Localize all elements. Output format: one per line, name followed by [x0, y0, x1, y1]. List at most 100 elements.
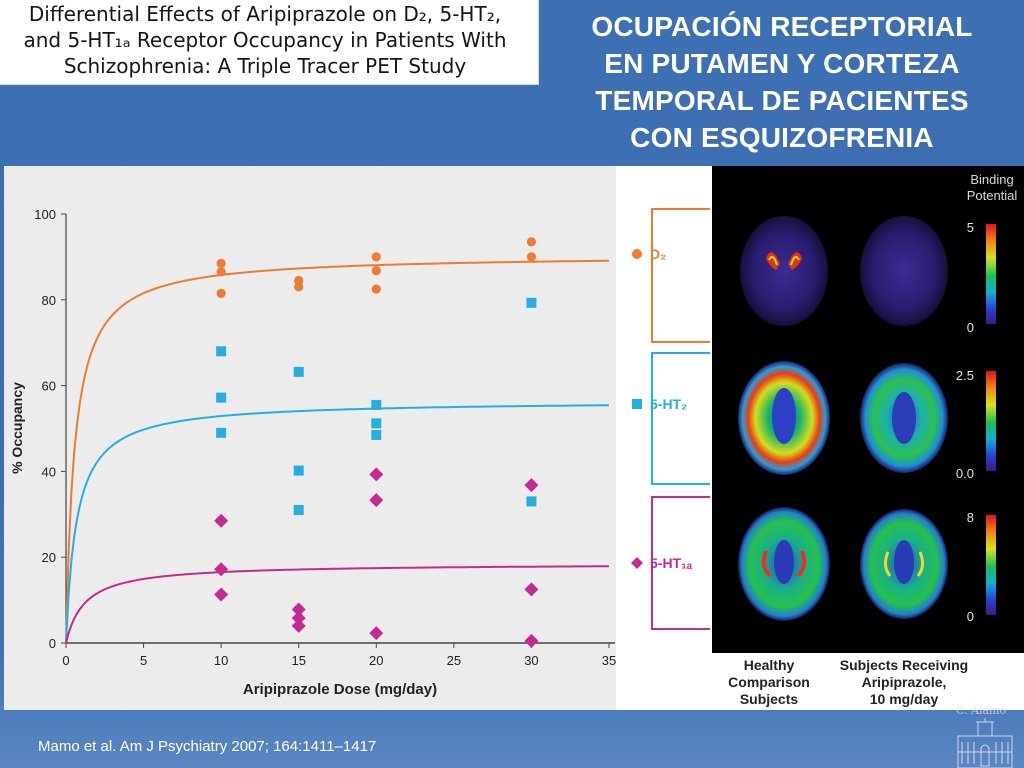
y-tick-label: 0	[49, 636, 56, 651]
legend-marker-5ht1a	[631, 557, 643, 569]
caption-healthy-line-2: Comparison	[728, 674, 810, 690]
plot-axes	[65, 214, 615, 644]
colorbar-d2-min: 0	[967, 320, 974, 335]
colorbar-5ht1a-min: 0	[967, 609, 974, 624]
watermark: C. Álamo	[956, 704, 1007, 717]
striatum-left-hotspot	[766, 252, 780, 270]
paper-title-line-3: Schizophrenia: A Triple Tracer PET Study	[63, 54, 467, 78]
pet-scan-treated-5ht2-center	[892, 392, 916, 444]
hippocampus-right-hotspot	[796, 550, 807, 578]
binding-potential-header-2: Potential	[967, 188, 1018, 203]
bracket-d2	[651, 208, 710, 343]
data-point-5ht2	[293, 465, 304, 476]
colorbar-5ht1a-max: 8	[967, 510, 974, 525]
data-point-5ht2	[371, 418, 382, 429]
binding-potential-header-1: Binding	[970, 172, 1013, 187]
colorbar-5ht2-min: 0.0	[956, 466, 974, 481]
data-point-5ht2	[216, 392, 227, 403]
data-point-5ht2	[216, 346, 227, 357]
bracket-5ht2	[651, 352, 710, 485]
data-point-5ht2	[526, 297, 537, 308]
colorbar-5ht2	[986, 371, 996, 471]
colorbar-5ht1a	[986, 515, 996, 615]
legend-brackets	[651, 208, 710, 630]
pet-scan-treated-5ht1a-center	[894, 540, 914, 584]
y-tick-label: 40	[42, 464, 56, 479]
caption-treated-line-2: Aripiprazole,	[862, 674, 947, 690]
caption-treated-line-3: 10 mg/day	[870, 691, 939, 707]
slide-title-line-1: OCUPACIÓN RECEPTORIAL	[591, 11, 973, 42]
slide-title-line-2: EN PUTAMEN Y CORTEZA	[604, 48, 960, 79]
slide-title-line-4: CON ESQUIZOFRENIA	[630, 122, 934, 153]
fit-curve-d2	[65, 259, 609, 644]
striatum-right-hotspot	[788, 252, 802, 270]
pet-image-panel: Binding Potential 5 0 2.5	[712, 166, 1024, 707]
data-point-5ht2	[371, 429, 382, 440]
treated-left-highlight	[883, 551, 892, 577]
legend-label-5ht1a: 5-HT₁ₐ	[650, 555, 693, 571]
y-tick-label: 20	[42, 550, 56, 565]
x-ticks: 0 5 10 15 20 25 30 35	[62, 643, 616, 668]
y-ticks: 0 20 40 60 80 100	[34, 207, 66, 651]
fit-curve-5ht1a	[65, 565, 609, 644]
data-point-5ht1a	[214, 513, 229, 528]
data-point-d2	[216, 288, 226, 298]
x-tick-label: 20	[369, 653, 383, 668]
paper-title: Differential Effects of Aripiprazole on …	[0, 0, 539, 85]
data-point-d2	[526, 252, 537, 262]
legend: D₂ 5-HT₂ 5-HT₁ₐ	[631, 246, 693, 571]
data-point-d2	[371, 284, 381, 294]
data-point-5ht1a	[524, 478, 539, 493]
slide-title: OCUPACIÓN RECEPTORIAL EN PUTAMEN Y CORTE…	[540, 8, 1024, 156]
data-markers	[214, 237, 539, 648]
x-tick-label: 10	[214, 653, 228, 668]
y-axis-label: % Occupancy	[9, 382, 25, 474]
x-tick-label: 0	[62, 653, 69, 668]
caption-treated-line-1: Subjects Receiving	[840, 657, 968, 673]
data-point-5ht1a	[369, 467, 384, 482]
data-point-5ht1a	[291, 611, 306, 626]
legend-marker-d2	[632, 249, 642, 259]
pet-scan-healthy-5ht2-center	[772, 388, 796, 444]
university-building-icon	[957, 718, 1013, 768]
pet-row-5ht2: 2.5 0.0	[738, 361, 996, 481]
colorbar-d2-max: 5	[967, 220, 974, 235]
slide-title-line-3: TEMPORAL DE PACIENTES	[595, 85, 969, 116]
pet-scan-healthy-d2	[740, 216, 828, 326]
data-point-5ht2	[216, 427, 227, 438]
data-point-5ht1a	[214, 587, 229, 602]
legend-label-d2: D₂	[650, 246, 666, 262]
y-tick-label: 60	[42, 379, 56, 394]
data-point-5ht1a	[524, 582, 539, 597]
x-tick-label: 30	[524, 653, 538, 668]
legend-label-5ht2: 5-HT₂	[650, 396, 687, 412]
data-point-d2	[294, 282, 304, 292]
data-point-d2	[526, 237, 537, 247]
fit-curves	[65, 259, 610, 644]
citation: Mamo et al. Am J Psychiatry 2007; 164:14…	[38, 738, 377, 755]
pet-scan-treated-d2	[860, 216, 948, 326]
data-point-5ht1a	[369, 626, 384, 641]
data-point-5ht2	[526, 496, 537, 507]
pet-row-d2: 5 0	[740, 216, 996, 335]
plot-area	[4, 166, 616, 710]
caption-healthy-line-3: Subjects	[740, 691, 799, 707]
figure-panel: 0 20 40 60 80 100 0 5 10 15 20 25 30 35 % Occupancy …	[4, 166, 1024, 710]
striatum-right-rim	[790, 255, 800, 266]
data-point-d2	[216, 258, 226, 268]
x-tick-label: 35	[602, 653, 616, 668]
bracket-5ht1a	[651, 496, 710, 630]
x-axis-label: Aripiprazole Dose (mg/day)	[243, 681, 437, 698]
caption-healthy-line-1: Healthy	[744, 657, 795, 673]
data-point-d2	[371, 266, 381, 276]
colorbar-d2	[986, 224, 996, 324]
data-point-d2	[216, 267, 226, 277]
paper-title-line-2: and 5-HT₁ₐ Receptor Occupancy in Patient…	[23, 28, 507, 52]
pet-row-5ht1a: 8 0	[738, 507, 996, 624]
fit-curve-5ht2	[65, 404, 610, 644]
pet-scan-healthy-5ht1a-center	[774, 540, 794, 584]
x-tick-label: 15	[291, 653, 305, 668]
data-point-d2	[371, 252, 381, 262]
legend-marker-5ht2	[632, 399, 642, 409]
